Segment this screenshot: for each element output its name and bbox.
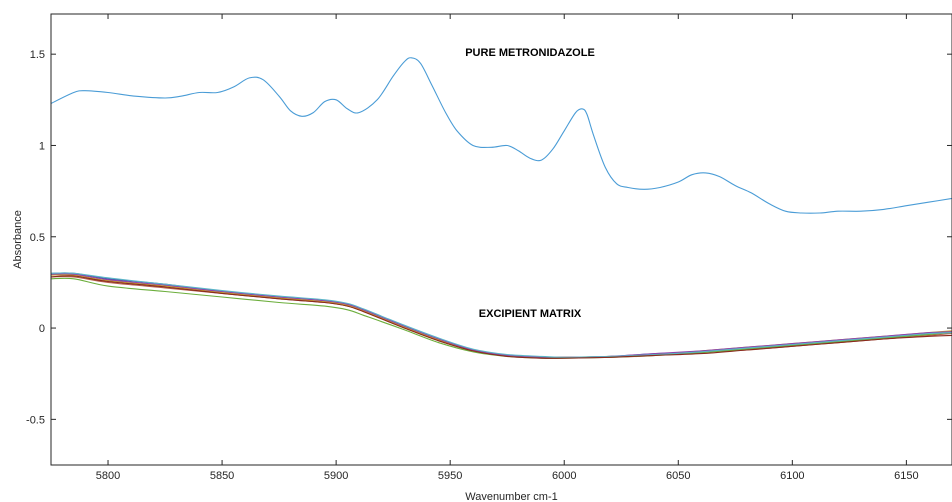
annotation-excipient-matrix: EXCIPIENT MATRIX	[479, 308, 582, 320]
x-tick-label: 6150	[894, 470, 918, 482]
series-line-5	[51, 277, 952, 359]
x-tick-label: 5950	[438, 470, 462, 482]
y-tick-label: 0.5	[30, 232, 45, 244]
y-tick-label: 1	[39, 140, 45, 152]
y-tick-label: -0.5	[26, 414, 45, 426]
x-axis-label: Wavenumber cm-1	[465, 491, 558, 502]
x-tick-label: 6100	[780, 470, 804, 482]
x-tick-label: 5800	[96, 470, 120, 482]
series-line-7	[51, 275, 952, 359]
plot-area	[51, 14, 952, 465]
series-line-6	[51, 272, 952, 358]
axes-box	[50, 13, 952, 466]
x-tick-label: 6000	[552, 470, 576, 482]
series-group	[51, 57, 952, 359]
y-tick-label: 0	[39, 323, 45, 335]
x-tick-label: 6050	[666, 470, 690, 482]
y-axis-label: Absorbance	[12, 210, 24, 269]
series-line-0	[51, 57, 952, 214]
axes: 5800 5850 5900 5950 6000 6050 6100 6150 -0.5 0 0.5…	[26, 13, 952, 482]
series-line-4	[51, 273, 952, 359]
x-tick-label: 5900	[324, 470, 348, 482]
x-tick-label: 5850	[210, 470, 234, 482]
y-tick-label: 1.5	[30, 49, 45, 61]
annotation-pure-metronidazole: PURE METRONIDAZOLE	[465, 47, 595, 59]
plot-background	[51, 14, 952, 465]
